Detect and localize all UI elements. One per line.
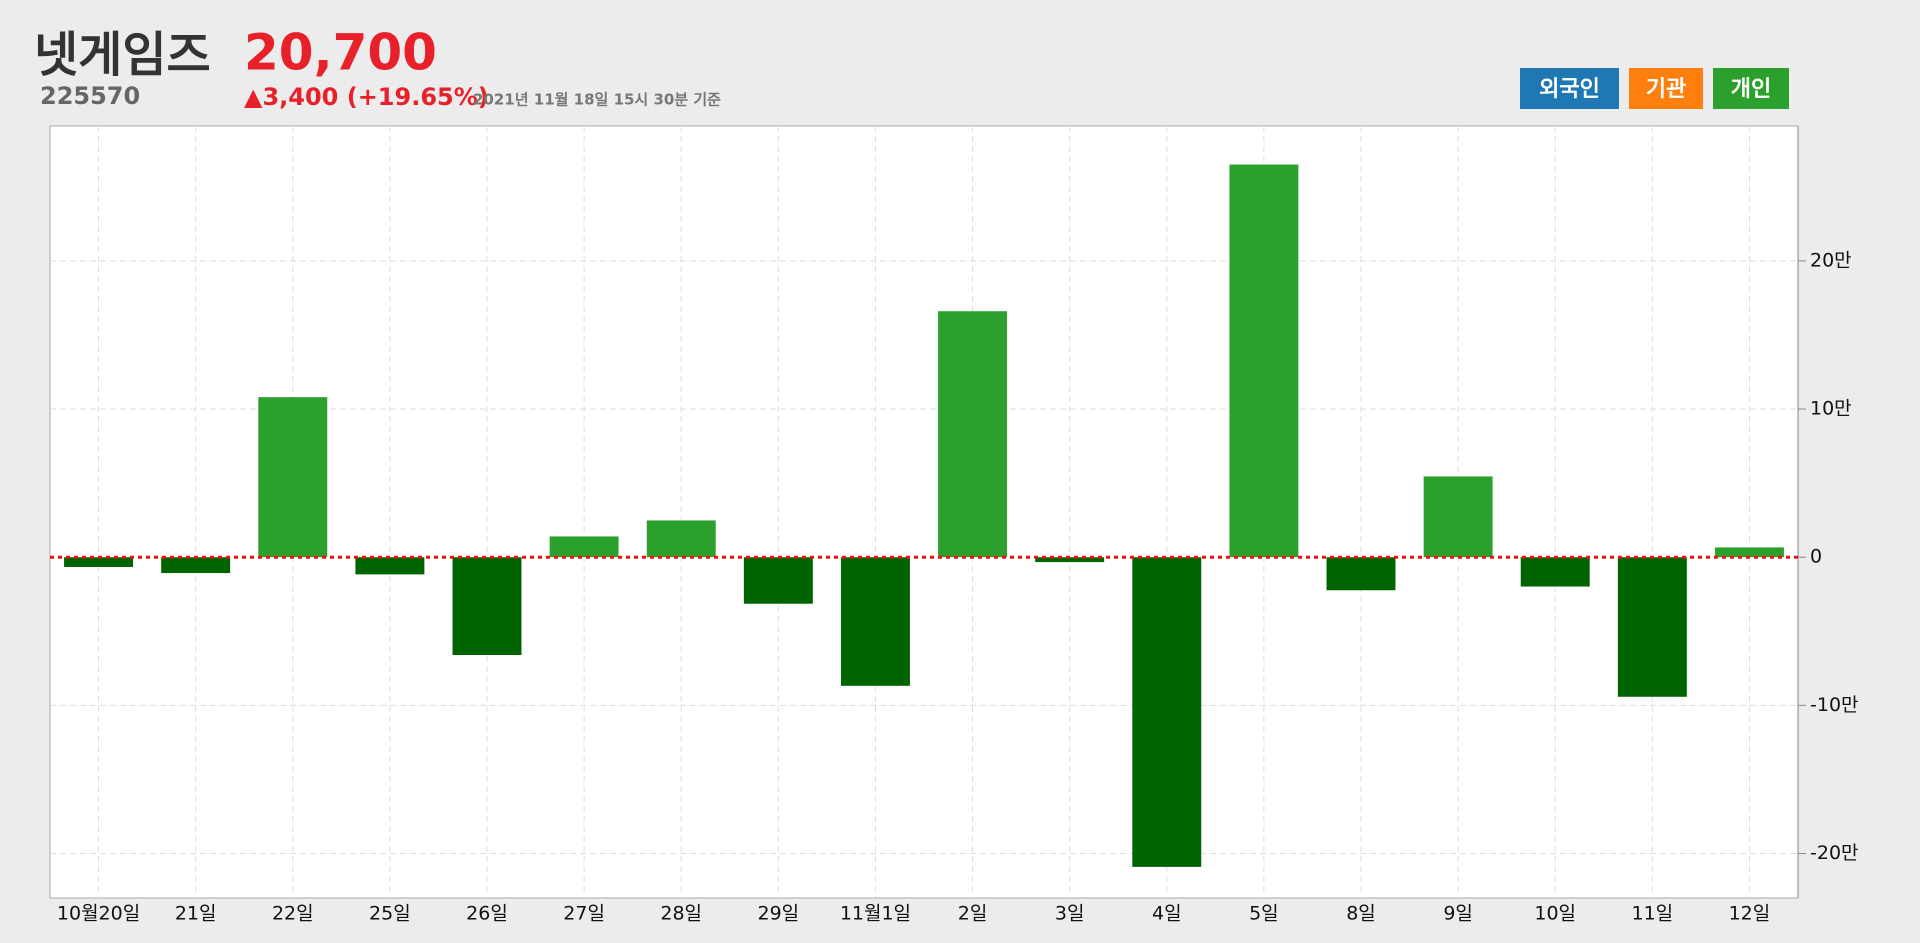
x-tick-label: 5일 bbox=[1249, 903, 1279, 925]
bar bbox=[646, 520, 716, 558]
bar bbox=[1132, 557, 1202, 867]
bar bbox=[1035, 557, 1105, 563]
bar bbox=[1229, 164, 1299, 558]
bar bbox=[1520, 557, 1590, 587]
bar bbox=[161, 557, 231, 574]
bar bbox=[1714, 547, 1784, 558]
x-tick-label: 27일 bbox=[563, 903, 605, 925]
bar bbox=[549, 536, 619, 558]
filter-button-label[interactable]: 기관 bbox=[1646, 77, 1686, 102]
x-tick-label: 25일 bbox=[369, 903, 411, 925]
x-tick-label: 22일 bbox=[272, 903, 314, 925]
filter-button[interactable] bbox=[1629, 68, 1703, 109]
bar bbox=[452, 557, 522, 655]
y-tick-label: 10만 bbox=[1810, 398, 1852, 420]
filter-button[interactable] bbox=[1520, 68, 1619, 109]
plot-area bbox=[49, 125, 1799, 899]
bar bbox=[355, 557, 425, 575]
x-tick-label: 10일 bbox=[1534, 903, 1576, 925]
y-tick-label: 0 bbox=[1810, 546, 1822, 568]
y-tick-label: -10만 bbox=[1810, 694, 1859, 716]
x-tick-label: 11일 bbox=[1631, 903, 1673, 925]
x-tick-label: 12일 bbox=[1729, 903, 1771, 925]
price: 20,700 bbox=[244, 24, 437, 82]
bar bbox=[258, 397, 328, 558]
bar bbox=[64, 557, 134, 567]
y-tick-label: 20만 bbox=[1810, 249, 1852, 271]
x-tick-label: 2일 bbox=[958, 903, 988, 925]
x-tick-label: 29일 bbox=[757, 903, 799, 925]
bar bbox=[1617, 557, 1687, 697]
x-tick-label: 9일 bbox=[1443, 903, 1473, 925]
x-tick-label: 11월1일 bbox=[840, 903, 911, 925]
bar bbox=[938, 311, 1008, 558]
x-tick-label: 28일 bbox=[660, 903, 702, 925]
filter-button-label[interactable]: 개인 bbox=[1731, 77, 1771, 102]
stock-code: 225570 bbox=[40, 82, 140, 110]
price-change: ▲3,400 (+19.65%) bbox=[244, 83, 489, 111]
stock-name: 넷게임즈 bbox=[34, 27, 211, 83]
x-tick-label: 26일 bbox=[466, 903, 508, 925]
bar bbox=[1423, 476, 1493, 558]
bar bbox=[1326, 557, 1396, 591]
x-tick-label: 8일 bbox=[1346, 903, 1376, 925]
y-tick-label: -20만 bbox=[1810, 842, 1859, 864]
x-tick-label: 3일 bbox=[1055, 903, 1085, 925]
x-tick-label: 21일 bbox=[175, 903, 217, 925]
filter-button[interactable] bbox=[1713, 68, 1789, 109]
bar bbox=[743, 557, 813, 604]
timestamp: 2021년 11월 18일 15시 30분 기준 bbox=[473, 91, 721, 109]
x-tick-label: 4일 bbox=[1152, 903, 1182, 925]
filter-button-label[interactable]: 외국인 bbox=[1539, 77, 1600, 102]
x-tick-label: 10월20일 bbox=[57, 903, 140, 925]
bar bbox=[840, 557, 910, 686]
